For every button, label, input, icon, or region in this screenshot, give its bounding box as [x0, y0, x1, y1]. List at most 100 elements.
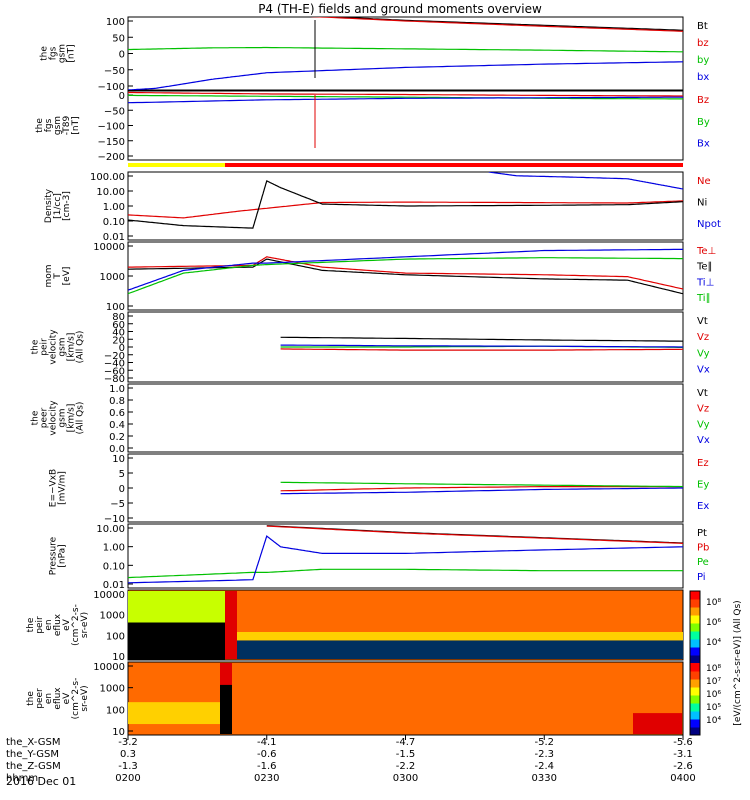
y-tick-label: 1000 [100, 611, 125, 622]
y-tick-label: −80 [104, 374, 125, 385]
x-row-value: -2.4 [534, 761, 554, 772]
panel-pressure: Pressure [nPa] 10.00 1.00 0.10 0.01 Pt Pb Pe Pi [49, 523, 709, 591]
heatmap-cells [128, 591, 683, 660]
panel-ylabel-line: (cm^2-s- [71, 604, 81, 646]
y-tick-label: 60 [112, 320, 125, 331]
colorbar-swatch [690, 671, 700, 680]
y-tick-label: 0.8 [109, 396, 125, 407]
legend-entry-Ti∥: Ti∥ [696, 293, 711, 304]
colorbar-swatch [690, 727, 700, 736]
panel-ylabel-line: E=−VxB [49, 469, 59, 507]
y-tick-label: 20 [112, 335, 125, 346]
colorbar-swatch [690, 719, 700, 728]
panel-ylabel-line: [nT] [67, 44, 77, 62]
y-tick-label: 10.00 [96, 524, 125, 535]
panel-ylabel-line: the [35, 118, 45, 133]
y-tick-label: 0.10 [103, 217, 125, 228]
y-tick-label: 50 [112, 33, 125, 44]
colorbar-swatch [690, 663, 700, 672]
series-Ey [280, 481, 683, 488]
y-tick-label: 10 [112, 727, 125, 738]
panel-efield: E=−VxB [mV/m] 10 5 0 −5 −10 Ez Ey Ex [49, 453, 709, 525]
panel-ylabel-line: the [26, 691, 36, 706]
y-tick-label: −50 [104, 66, 125, 77]
legend-entry-Ey: Ey [697, 479, 709, 490]
colorbar-swatch [690, 695, 700, 704]
panel-peer-eflux: the peer en eflux eV (cm^2-s-sr-eV) 10000 1000 1… [26, 661, 684, 738]
x-row-value: -0.6 [257, 749, 277, 760]
x-row-value: -2.2 [396, 761, 416, 772]
panel-fgs-gsm: the fgs gsm [nT] 100 50 0 −50 −100 Bt bz by bx [40, 16, 709, 93]
series-Ez [280, 486, 683, 492]
series-Pb [266, 525, 683, 544]
panel-ylabel-line: fgs [44, 118, 54, 132]
panel-ylabel-line: gsm [53, 116, 63, 135]
legend-entry-Ne: Ne [697, 176, 711, 187]
legend-entry-Npot: Npot [697, 219, 721, 230]
y-tick-label: 1.00 [103, 543, 125, 554]
panel-ylabel-line: gsm [58, 44, 68, 63]
heatmap-cells [128, 663, 682, 734]
legend-entry-Vt: Vt [697, 316, 708, 327]
panel-ylabel-line: eflux [53, 613, 63, 636]
colorbar-swatch [690, 599, 700, 608]
heatmap-region [220, 663, 232, 685]
x-row-value: 0.3 [120, 749, 136, 760]
x-row-label: the_Z-GSM [6, 761, 61, 772]
x-row-value: -2.3 [534, 749, 554, 760]
panel-ylabel-line: eflux [53, 687, 63, 710]
x-row-value: -1.5 [396, 749, 416, 760]
y-tick-label: 1.0 [109, 384, 125, 395]
legend-entry-Bz: Bz [697, 95, 709, 106]
legend-entry-Vz: Vz [697, 404, 709, 415]
series-Ex [280, 487, 683, 495]
colorbar-label: [eV/(cm^2-s-sr-eV)] (All Qs) [733, 600, 743, 725]
heatmap-region [128, 591, 225, 623]
colorbar-swatch [690, 591, 700, 600]
colorbar: 10⁸ 10⁶ 10⁴ 10⁸ 10⁷ 10⁶ 10⁵ 10⁴ [eV/(cm^2-s-sr-e… [689, 590, 743, 736]
panel-ylabel-line: -T89 [62, 116, 72, 136]
legend-entry-Ex: Ex [697, 501, 709, 512]
legend-entry-Ti⊥: Ti⊥ [696, 277, 714, 288]
panel-density: Density [1/cc] [cm-3] 100.00 10.00 1.00 0.10 0.… [44, 171, 721, 243]
legend-entry-Te∥: Te∥ [696, 262, 713, 273]
x-row-label: the_Y-GSM [6, 749, 59, 760]
y-tick-label: 10 [112, 454, 125, 465]
colorbar-swatch [690, 639, 700, 648]
chart-title: P4 (TH-E) fields and ground moments over… [258, 2, 542, 16]
colorbar-swatch [690, 711, 700, 720]
panel-ylabel-line: peir [35, 616, 45, 634]
panel-frame [127, 523, 684, 589]
y-tick-label: 1.00 [103, 202, 125, 213]
colorbar-swatch [690, 623, 700, 632]
panel-ylabel-line: eV [62, 692, 72, 705]
y-tick-label: 100 [106, 17, 125, 28]
series-Ti∥ [128, 257, 683, 295]
panel-peir-velocity: the peir velocity gsm [km/s] (All Qs) 80604020… [31, 311, 710, 385]
legend-entry-Vy: Vy [697, 419, 710, 430]
colorbar-tick: 10⁶ [706, 618, 721, 628]
y-tick-label: −40 [104, 359, 125, 370]
legend-entry-Pe: Pe [697, 557, 709, 568]
colorbar-tick: 10⁵ [706, 703, 721, 713]
y-tick-label: 0 [119, 343, 125, 354]
panel-fgs-gsm-t89: the fgs gsm -T89 [nT] 0 −50 −100 −150 −200 Bz By Bx [35, 90, 710, 163]
legend-entry-bx: bx [697, 72, 709, 83]
legend-entry-Pt: Pt [697, 528, 707, 539]
y-tick-label: 0.01 [103, 580, 125, 591]
series-Te⊥ [128, 256, 683, 290]
series-Pe [128, 568, 683, 579]
panel-ylabel-line: velocity [49, 329, 59, 365]
y-tick-label: 0 [119, 50, 125, 61]
y-tick-label: −200 [98, 152, 125, 163]
panel-peir-eflux: the peir en eflux eV (cm^2-s-sr-eV) 10000 1000 1… [26, 589, 684, 663]
x-time-tick: 0300 [393, 773, 418, 784]
y-tick-label: 0.6 [109, 408, 125, 419]
panel-ylabel-line: T [53, 273, 63, 280]
panel-ylabel-line: gsm [58, 408, 68, 427]
series-Ni [128, 180, 683, 229]
x-row-value: -5.6 [673, 737, 693, 748]
panel-ylabel-line: [nT] [71, 116, 81, 134]
heatmap-region [128, 702, 225, 725]
